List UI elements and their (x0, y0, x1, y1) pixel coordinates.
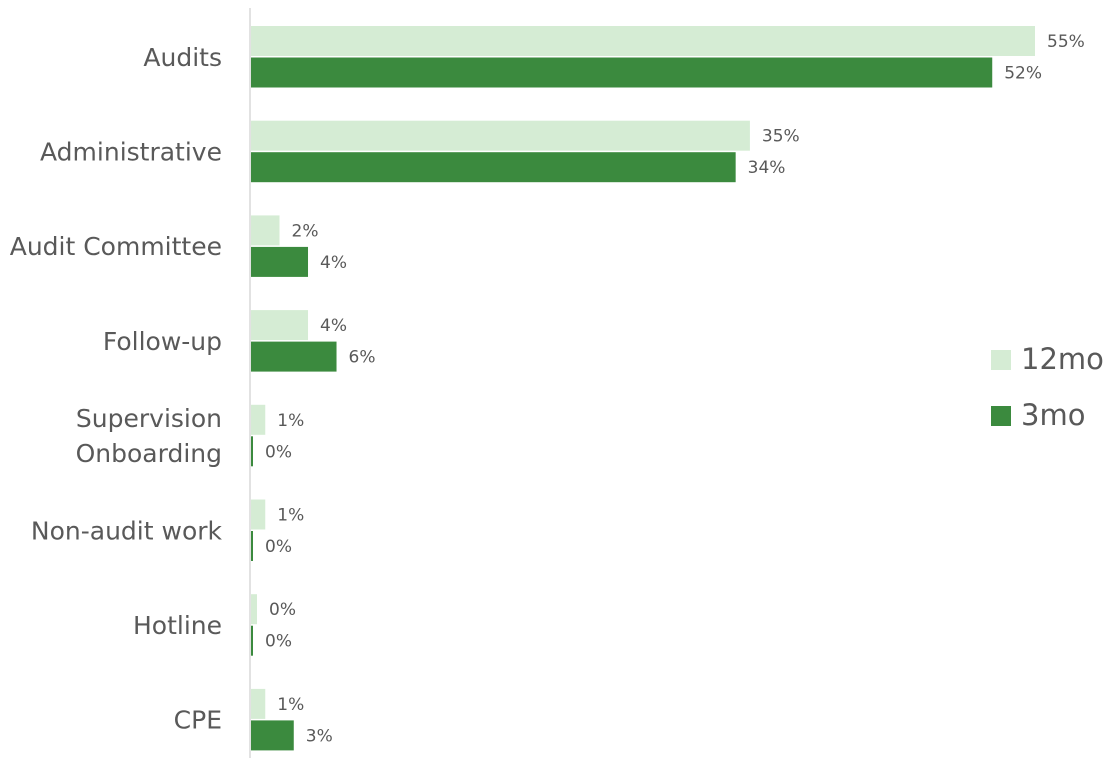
bar-12mo-hotline (251, 594, 257, 625)
legend-swatch-3mo (991, 406, 1011, 426)
bar-3mo-cpe (251, 720, 294, 751)
data-label-3mo-supervision-onboarding: 0% (265, 442, 292, 462)
data-label-3mo-audit-committee: 4% (320, 253, 347, 273)
data-label-12mo-audits: 55% (1047, 32, 1085, 52)
legend-label-12mo: 12mo (1021, 342, 1104, 376)
data-label-3mo-follow-up: 6% (349, 348, 376, 368)
category-label-administrative: Administrative (40, 137, 222, 166)
data-label-12mo-administrative: 35% (762, 127, 800, 147)
legend-label-3mo: 3mo (1021, 398, 1085, 432)
bar-12mo-cpe (251, 688, 266, 719)
bar-12mo-follow-up (251, 310, 309, 341)
category-label-follow-up: Follow-up (103, 327, 222, 356)
data-label-12mo-follow-up: 4% (320, 316, 347, 336)
bar-3mo-non-audit-work (251, 531, 253, 561)
bar-3mo-supervision-onboarding (251, 436, 253, 467)
bar-3mo-hotline (251, 625, 253, 656)
legend-swatch-12mo (991, 350, 1011, 370)
data-label-12mo-non-audit-work: 1% (277, 506, 304, 526)
bar-12mo-supervision-onboarding (251, 404, 266, 435)
data-label-3mo-administrative: 34% (748, 158, 786, 178)
bar-3mo-audits (251, 57, 993, 88)
data-label-12mo-audit-committee: 2% (292, 221, 319, 241)
legend: 12mo 3mo (991, 342, 1104, 432)
data-label-3mo-non-audit-work: 0% (265, 537, 292, 557)
category-label-supervision-onboarding-line-2: Onboarding (76, 439, 222, 468)
data-label-12mo-cpe: 1% (277, 695, 304, 715)
bar-3mo-audit-committee (251, 246, 309, 277)
bar-12mo-audit-committee (251, 215, 280, 246)
category-label-hotline: Hotline (133, 611, 222, 640)
labels-layer: 55%52%Audits35%34%Administrative2%4%Audi… (10, 32, 1085, 746)
bar-12mo-non-audit-work (251, 499, 266, 530)
data-label-12mo-supervision-onboarding: 1% (277, 411, 304, 431)
data-label-3mo-cpe: 3% (306, 726, 333, 746)
data-label-12mo-hotline: 0% (269, 600, 296, 620)
category-label-cpe: CPE (174, 706, 222, 735)
bar-12mo-administrative (251, 120, 750, 151)
bars-layer (251, 26, 1035, 751)
category-label-audits: Audits (143, 43, 222, 72)
category-label-audit-committee: Audit Committee (10, 232, 222, 261)
data-label-3mo-hotline: 0% (265, 632, 292, 652)
bar-3mo-administrative (251, 152, 736, 183)
category-label-supervision-onboarding-line-1: Supervision (76, 404, 222, 433)
data-label-3mo-audits: 52% (1004, 64, 1042, 84)
bar-12mo-audits (251, 26, 1035, 56)
bar-3mo-follow-up (251, 341, 337, 372)
category-label-non-audit-work: Non-audit work (31, 516, 223, 545)
